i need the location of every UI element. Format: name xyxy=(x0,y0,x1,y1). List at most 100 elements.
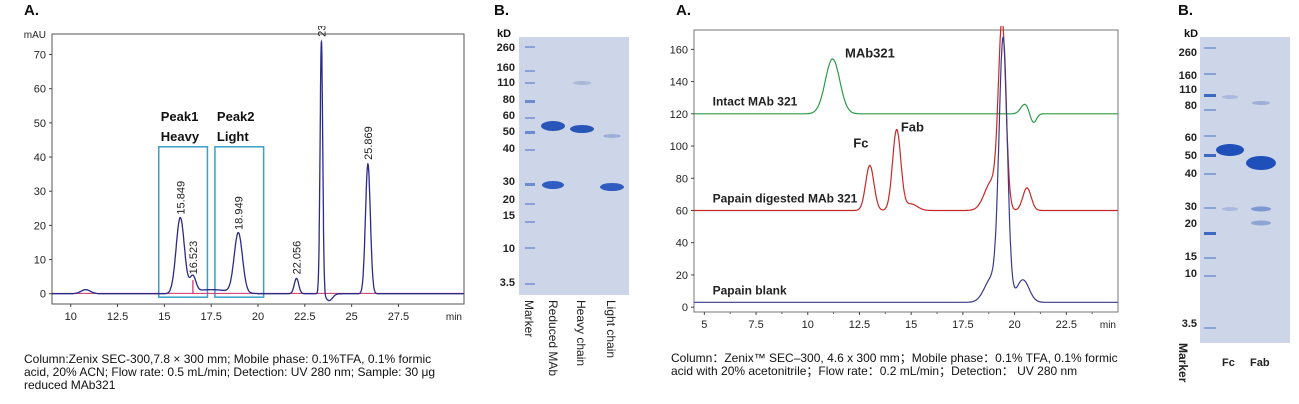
chart2-peak-text: Fab xyxy=(901,120,924,135)
gel-marker-kd-label: 260 xyxy=(1178,47,1197,59)
chart1-ytick-label: 60 xyxy=(34,84,46,96)
fab-faint-band-upper xyxy=(1252,101,1270,105)
chart2-xtick-label: 15 xyxy=(905,319,917,331)
chart2-xtick-label: 7.5 xyxy=(748,319,763,331)
chart1-frame xyxy=(51,33,465,305)
chart1-ytick-label: 20 xyxy=(34,220,46,232)
chart1-xtick-label: 27.5 xyxy=(388,311,409,323)
right-gel-marker-labels: 260 160 110 80 60 50 40 30 20 15 10 3.5 xyxy=(1170,0,1200,404)
chart1-xtick-label: 10 xyxy=(65,311,77,323)
gel-marker-kd-label: 3.5 xyxy=(1181,318,1197,330)
gel-marker-kd-label: 30 xyxy=(502,176,515,188)
gel-lane-label: Light chain xyxy=(604,300,618,359)
gel-marker-kd-label: 50 xyxy=(502,126,515,138)
chart1-xtick-label: 12.5 xyxy=(107,311,128,323)
right-gel-lane-labels: Marker Fc Fab xyxy=(1176,343,1290,403)
chart2-ytick-label: 0 xyxy=(682,302,688,314)
gel-marker-kd-label: 80 xyxy=(1184,100,1197,112)
gel-marker-kd-label: 110 xyxy=(1179,84,1197,96)
chart2-xtick-label: 12.5 xyxy=(849,319,870,331)
gel-marker-kd-label: 260 xyxy=(496,42,515,54)
chart2-xtick-label: 5 xyxy=(701,319,707,331)
chart1-peak-label: 23.386 xyxy=(316,26,328,37)
reduced-mab-heavy-band xyxy=(541,121,565,131)
chart2-series-3 xyxy=(694,36,1118,303)
heavy-chain-band xyxy=(570,125,594,133)
left-gel-marker-labels: 260 160 110 80 60 50 40 30 20 15 10 3.5 xyxy=(488,0,518,404)
chart1-ytick-label: 70 xyxy=(34,50,46,62)
gel-marker-kd-label: 3.5 xyxy=(499,277,515,289)
gel-marker-kd-label: 110 xyxy=(497,77,515,89)
right-gel-bands xyxy=(1204,47,1276,329)
chart1-peak-box-label: Peak1 xyxy=(161,109,199,124)
gel-lane-label: Heavy chain xyxy=(574,300,588,367)
left-chromatogram: 0 10 20 30 40 50 60 70 10 12.5 15 17.5 20 22.5 25 27.5 m… xyxy=(24,26,465,323)
chart1-xtick-label: 22.5 xyxy=(294,311,315,323)
chart1-series-trace xyxy=(52,39,464,302)
gel-marker-kd-label: 60 xyxy=(502,110,515,122)
gel-marker-kd-label: 15 xyxy=(1184,251,1197,263)
chart2-series-label: Papain digested MAb 321 xyxy=(713,191,858,205)
chart2-frame xyxy=(693,29,1119,313)
left-gel-bands xyxy=(525,46,624,285)
chart1-xtick-label: 20 xyxy=(252,311,264,323)
light-chain-faint-band xyxy=(603,134,621,138)
chart2-series-label: Papain blank xyxy=(713,283,787,297)
chart2-ytick-label: 160 xyxy=(670,44,688,56)
chart2-ytick-label: 60 xyxy=(676,205,688,217)
right-gel-kd-label: kD xyxy=(1184,28,1199,40)
chart2-peak-text: Fc xyxy=(853,136,868,151)
left-caption: Column:Zenix SEC-300,7.8 × 300 mm; Mobil… xyxy=(24,352,439,392)
chart1-peak-box-2 xyxy=(214,146,265,298)
gel-lane-label: Reduced MAb xyxy=(546,300,560,377)
chart1-peak-box-label: Light xyxy=(217,129,249,144)
chart1-peak-box-1 xyxy=(157,146,209,298)
chart2-xlabel: min xyxy=(1100,320,1116,331)
left-marker-lane xyxy=(525,46,535,285)
left-gel-image xyxy=(519,37,629,295)
heavy-chain-faint-band xyxy=(573,81,591,85)
gel-marker-kd-label: 60 xyxy=(1184,132,1197,144)
gel-marker-kd-label: 20 xyxy=(1184,218,1197,230)
right-panel-b-label: B. xyxy=(1178,2,1193,19)
chart2-series-1 xyxy=(694,58,1118,123)
chart2-xtick-label: 22.5 xyxy=(1056,319,1077,331)
gel-marker-kd-label: 20 xyxy=(502,194,515,206)
chart1-xlabel: min xyxy=(446,312,462,323)
right-caption: Column：Zenix™ SEC–300, 4.6 x 300 mm；Mobi… xyxy=(671,351,1121,378)
chart1-peak-box-label: Peak2 xyxy=(217,109,255,124)
right-chromatogram: 0 20 40 60 80 100 120 140 160 5 7.5 10 12.5 15 17.5 20 2… xyxy=(670,26,1119,331)
chart2-ytick-label: 80 xyxy=(676,173,688,185)
chart2-xtick-label: 17.5 xyxy=(952,319,973,331)
chart2-ytick-label: 140 xyxy=(670,77,688,89)
right-gel-image xyxy=(1200,37,1290,343)
chart1-peak-label: 15.849 xyxy=(175,181,187,215)
gel-marker-kd-label: 10 xyxy=(1184,268,1197,280)
chart1-ytick-label: 0 xyxy=(40,289,46,301)
light-chain-band xyxy=(600,183,624,191)
chart1-ytick-label: 10 xyxy=(34,255,46,267)
chart1-ytick-label: 50 xyxy=(34,118,46,130)
chart2-xtick-label: 10 xyxy=(802,319,814,331)
left-gel-lane-labels: Marker Reduced MAb Heavy chain Light chain xyxy=(519,298,629,398)
chart2-ytick-label: 120 xyxy=(670,109,688,121)
gel-marker-kd-label: 15 xyxy=(502,210,515,222)
chart1-peak-label: 16.523 xyxy=(188,241,200,275)
chart1-ytick-label: 30 xyxy=(34,186,46,198)
gel-marker-kd-label: 160 xyxy=(496,62,515,74)
chart2-peak-text: MAb321 xyxy=(845,45,895,60)
reduced-mab-light-band xyxy=(542,181,564,189)
fc-faint-band-upper xyxy=(1222,95,1238,99)
gel-marker-kd-label: 160 xyxy=(1178,70,1197,82)
chart1-peak-label: 25.869 xyxy=(363,126,375,160)
chart2-series-2 xyxy=(694,26,1118,212)
chart1-ytick-label: 40 xyxy=(34,152,46,164)
fab-band xyxy=(1246,156,1276,170)
chart1-peak-label: 22.056 xyxy=(292,241,304,275)
right-marker-lane xyxy=(1204,47,1216,329)
chart2-ytick-label: 100 xyxy=(670,141,688,153)
chart1-xtick-label: 15 xyxy=(158,311,170,323)
chart2-ytick-label: 20 xyxy=(676,270,688,282)
fc-band xyxy=(1216,144,1244,156)
gel-marker-kd-label: 40 xyxy=(502,143,515,155)
